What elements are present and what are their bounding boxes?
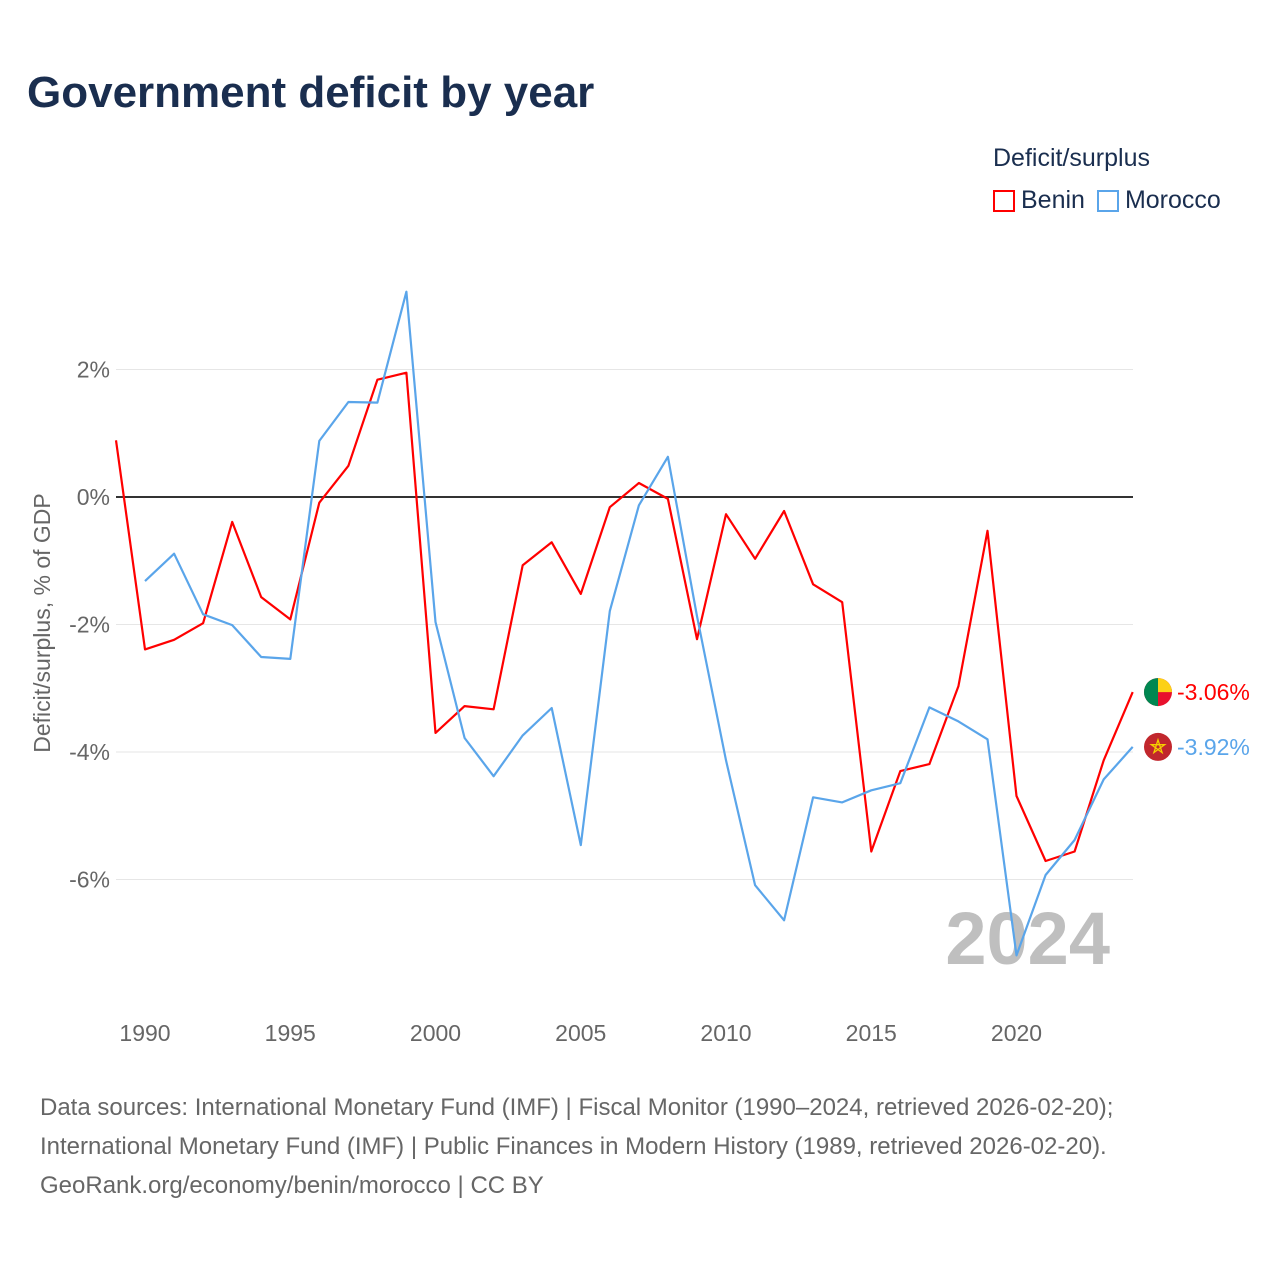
x-tick-label: 2005 [555,1020,606,1046]
flag-green [1144,678,1158,707]
x-tick-label: 2000 [410,1020,461,1046]
y-tick-label: 2% [77,357,110,383]
source-line-1: Data sources: International Monetary Fun… [40,1094,1114,1121]
y-axis-label: Deficit/surplus, % of GDP [29,493,55,752]
legend-label-benin: Benin [1021,186,1085,214]
flag-star [1149,737,1167,755]
legend-item-morocco[interactable]: Morocco [1096,186,1221,215]
x-tick-label: 2020 [991,1020,1042,1046]
y-tick-label: -6% [69,867,110,893]
legend-swatch-morocco [1096,189,1119,212]
chart-title: Government deficit by year [27,68,595,117]
source-line-3[interactable]: GeoRank.org/economy/benin/morocco | CC B… [40,1172,544,1199]
end-label-benin: -3.06% [1177,679,1250,705]
x-tick-label: 1995 [265,1020,316,1046]
source-note: Data sources: International Monetary Fun… [40,1088,1113,1205]
x-tick-label: 2010 [700,1020,751,1046]
y-tick-label: 0% [77,484,110,510]
flag-yellow [1158,678,1172,693]
legend-title: Deficit/surplus [993,144,1150,172]
series-line-morocco [144,290,1134,957]
x-tick-label: 2015 [846,1020,897,1046]
benin-flag-icon [1144,678,1172,707]
legend: Benin Morocco [993,186,1221,215]
legend-label-morocco: Morocco [1124,186,1221,214]
morocco-flag-icon [1144,732,1172,761]
legend-swatch-benin [993,189,1015,212]
source-line-2: International Monetary Fund (IMF) | Publ… [40,1133,1107,1160]
flag-red [1144,732,1172,761]
y-tick-label: -4% [69,739,110,765]
y-tick-label: -2% [69,612,110,638]
end-label-morocco: -3.92% [1177,734,1250,760]
x-tick-label: 1990 [119,1020,170,1046]
year-watermark: 2024 [945,897,1110,980]
series-line-benin [114,371,1134,863]
legend-item-benin[interactable]: Benin [993,186,1085,215]
